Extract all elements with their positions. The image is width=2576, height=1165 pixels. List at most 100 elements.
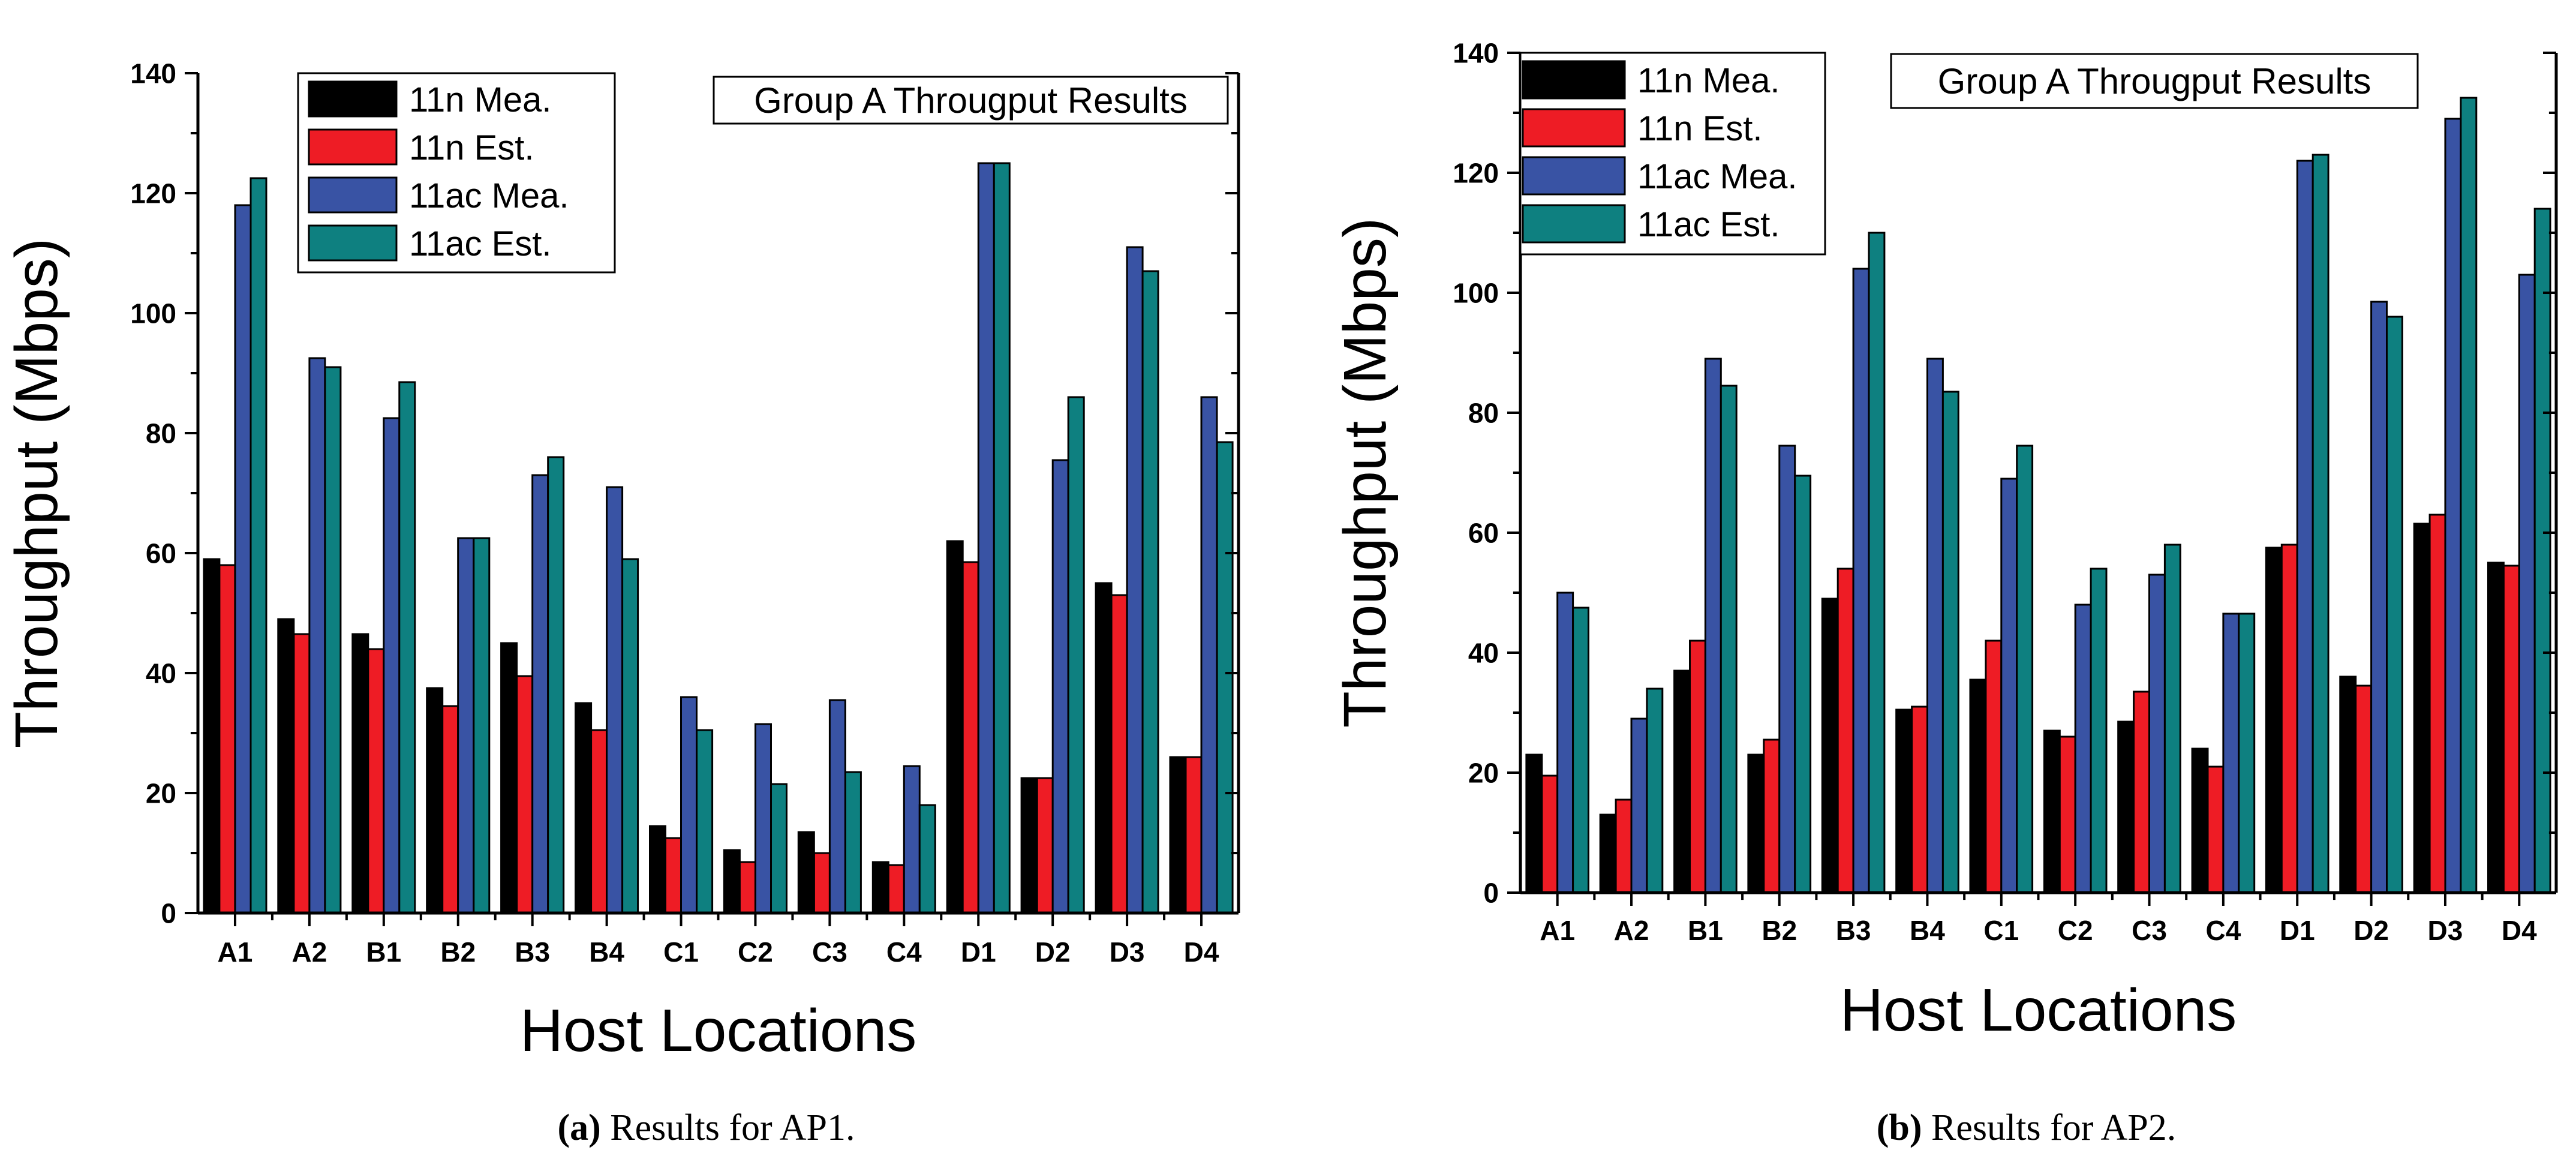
x-tick-label-a2: A2 bbox=[291, 936, 327, 968]
figure-caption: (b) Results for AP2. bbox=[1877, 1107, 2177, 1148]
y-tick-label: 80 bbox=[146, 418, 176, 449]
x-tick-label-a2: A2 bbox=[1614, 915, 1649, 946]
x-axis-title: Host Locations bbox=[520, 997, 916, 1064]
bar-11n-mea-c2 bbox=[2043, 729, 2061, 894]
bar-11ac-mea-a1 bbox=[1556, 591, 1574, 894]
bar-11ac-est-c2 bbox=[770, 783, 787, 914]
x-tick-label-c3: C3 bbox=[2132, 915, 2167, 946]
legend-label-11ac-mea: 11ac Mea. bbox=[1637, 157, 1798, 196]
bar-11ac-mea-a2 bbox=[1630, 717, 1648, 894]
bar-11n-est-a1 bbox=[218, 564, 236, 914]
x-tick-label-b3: B3 bbox=[515, 936, 550, 968]
bar-11ac-est-b3 bbox=[547, 456, 565, 914]
bar-11ac-mea-b3 bbox=[531, 474, 549, 914]
bar-11n-est-b1 bbox=[1689, 639, 1706, 894]
y-axis-title: Throughput (Mbps) bbox=[1331, 218, 1399, 728]
bar-11n-mea-b4 bbox=[575, 702, 593, 914]
bar-11ac-est-b4 bbox=[621, 558, 639, 914]
y-tick-label: 100 bbox=[130, 298, 176, 329]
x-tick-label-b4: B4 bbox=[589, 936, 624, 968]
x-tick-label-d2: D2 bbox=[2353, 915, 2389, 946]
x-tick-label-c4: C4 bbox=[2205, 915, 2241, 946]
legend-label-11ac-est: 11ac Est. bbox=[1637, 205, 1780, 244]
bar-11ac-est-a2 bbox=[324, 366, 342, 914]
bar-11ac-est-b1 bbox=[398, 381, 416, 914]
bar-11ac-est-c1 bbox=[696, 729, 714, 914]
bar-11ac-mea-d2 bbox=[2370, 301, 2388, 894]
legend-swatch-11ac-mea bbox=[1522, 156, 1626, 196]
bar-11n-est-b3 bbox=[1836, 568, 1854, 894]
y-tick-label: 0 bbox=[1483, 878, 1499, 909]
legend-label-11n-est: 11n Est. bbox=[1637, 109, 1763, 148]
y-tick-label: 120 bbox=[130, 178, 176, 209]
bar-11n-mea-c1 bbox=[1969, 678, 1987, 894]
bar-11n-est-d2 bbox=[1036, 777, 1054, 914]
x-tick-label-c1: C1 bbox=[663, 936, 699, 968]
bar-11ac-est-d2 bbox=[2386, 316, 2403, 894]
bar-11ac-est-c4 bbox=[2238, 612, 2256, 894]
bar-11n-mea-b2 bbox=[426, 687, 444, 914]
bar-11n-mea-c2 bbox=[723, 849, 741, 914]
bar-11n-est-b3 bbox=[516, 675, 534, 914]
bar-11ac-est-d1 bbox=[993, 162, 1011, 914]
x-tick-label-d2: D2 bbox=[1035, 936, 1071, 968]
bar-11n-est-d4 bbox=[2502, 565, 2520, 894]
bar-11ac-mea-b1 bbox=[1704, 358, 1722, 894]
x-tick-label-b2: B2 bbox=[440, 936, 476, 968]
legend-swatch-11ac-est bbox=[1522, 204, 1626, 244]
bar-11n-mea-b2 bbox=[1747, 753, 1765, 894]
bar-11ac-mea-d4 bbox=[2518, 274, 2536, 894]
bar-11ac-mea-b1 bbox=[383, 417, 401, 914]
legend-swatch-11ac-mea bbox=[308, 176, 398, 214]
bar-11n-est-b2 bbox=[1763, 738, 1781, 894]
x-tick-label-d4: D4 bbox=[1184, 936, 1219, 968]
y-tick-label: 140 bbox=[1453, 38, 1499, 69]
bar-11n-est-c1 bbox=[665, 837, 682, 914]
bar-11n-mea-d1 bbox=[946, 540, 964, 914]
y-axis-title: Throughput (Mbps) bbox=[3, 238, 70, 748]
chart-title: Group A Througput Results bbox=[754, 80, 1188, 121]
bar-11n-mea-d1 bbox=[2265, 547, 2283, 894]
bar-11n-est-b4 bbox=[1911, 705, 1929, 894]
bar-11n-est-d3 bbox=[1110, 594, 1128, 914]
x-tick-label-b2: B2 bbox=[1762, 915, 1797, 946]
x-tick-label-c1: C1 bbox=[1983, 915, 2019, 946]
bar-11n-mea-d4 bbox=[2487, 562, 2505, 894]
bar-11n-est-d2 bbox=[2355, 684, 2373, 894]
x-tick-label-b4: B4 bbox=[1910, 915, 1945, 946]
bar-11n-est-b1 bbox=[367, 648, 385, 914]
bar-11n-mea-d2 bbox=[1020, 777, 1038, 914]
bar-11ac-mea-d4 bbox=[1200, 396, 1218, 914]
bar-11ac-est-b3 bbox=[1868, 232, 1886, 894]
legend-label-11ac-mea: 11ac Mea. bbox=[409, 176, 569, 215]
bar-11n-est-c1 bbox=[1985, 639, 2003, 894]
y-tick-label: 140 bbox=[130, 58, 176, 89]
bar-11ac-mea-d3 bbox=[2444, 118, 2462, 894]
bar-11ac-mea-b2 bbox=[457, 537, 475, 914]
bar-11ac-mea-c3 bbox=[828, 699, 846, 914]
chart-ap2: 0 20 40 60 80 100 120 140 A1 A2 B1 B2 B3 B4 C1 C2 C3 C4 D1… bbox=[1331, 38, 2558, 1148]
bar-11ac-est-c1 bbox=[2016, 445, 2034, 894]
bar-11ac-est-d2 bbox=[1067, 396, 1085, 914]
bar-11ac-est-b2 bbox=[1794, 475, 1812, 894]
bar-11ac-est-c2 bbox=[2090, 568, 2108, 894]
x-tick-label-c2: C2 bbox=[2058, 915, 2093, 946]
bar-11n-est-c2 bbox=[2058, 735, 2076, 894]
x-tick-label-b1: B1 bbox=[366, 936, 401, 968]
x-tick-label-a1: A1 bbox=[1540, 915, 1575, 946]
chart-title: Group A Througput Results bbox=[1938, 61, 2371, 101]
bar-11n-est-c3 bbox=[813, 852, 831, 914]
bar-11n-est-b2 bbox=[441, 705, 459, 914]
caption-letter: (a) bbox=[557, 1107, 600, 1148]
x-tick-label-d3: D3 bbox=[2428, 915, 2463, 946]
bar-11n-mea-c4 bbox=[2191, 747, 2209, 894]
legend-swatch-11n-mea bbox=[308, 80, 398, 118]
y-tick-label: 0 bbox=[161, 898, 176, 929]
legend-label-11ac-est: 11ac Est. bbox=[409, 224, 552, 263]
bar-11ac-est-b2 bbox=[473, 537, 491, 914]
bar-11n-est-c4 bbox=[2207, 765, 2225, 894]
y-tick-label: 120 bbox=[1453, 158, 1499, 189]
x-tick-label-d3: D3 bbox=[1110, 936, 1145, 968]
bar-11n-mea-a2 bbox=[1599, 813, 1617, 894]
